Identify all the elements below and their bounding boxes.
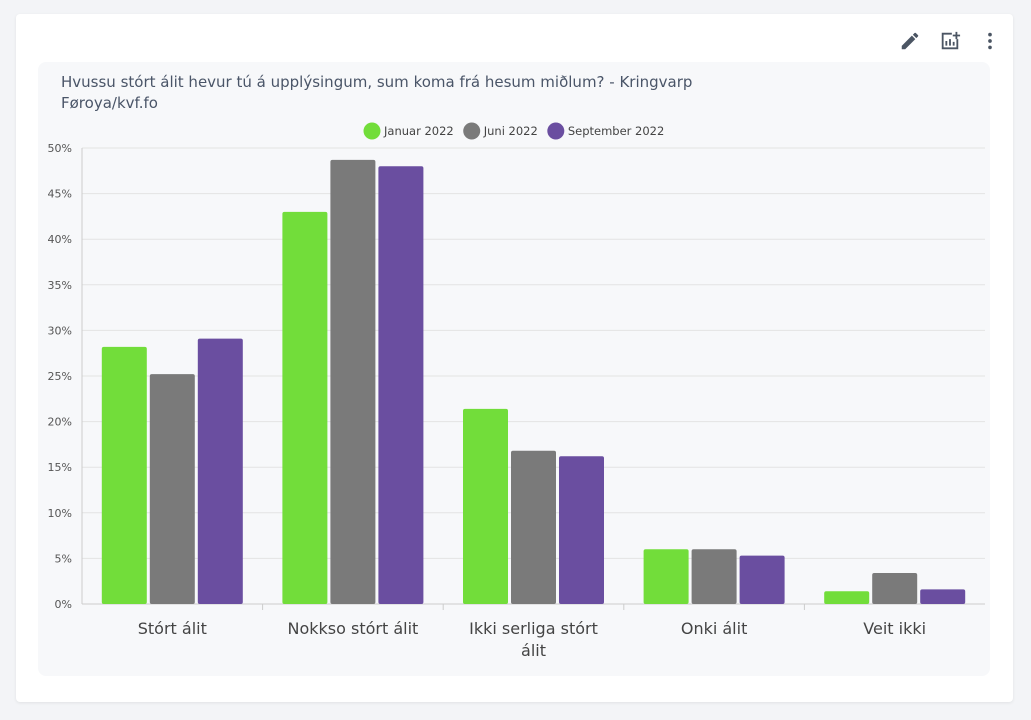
x-tick-label: Veit ikki (863, 619, 926, 638)
bar-juni-2022 (511, 450, 556, 604)
bar-januar-2022 (282, 211, 328, 604)
y-tick-label: 50% (48, 142, 72, 155)
y-tick-label: 20% (48, 416, 72, 429)
legend-label: September 2022 (568, 124, 665, 138)
legend-marker (547, 122, 565, 140)
more-vert-icon[interactable] (979, 30, 1001, 52)
legend-marker (463, 122, 481, 140)
y-tick-label: 45% (48, 188, 72, 201)
bar-januar-2022 (101, 346, 147, 604)
bar-juni-2022 (691, 549, 737, 604)
chart-title: Hvussu stórt álit hevur tú á upplýsingum… (61, 73, 693, 112)
y-tick-label: 10% (48, 507, 72, 520)
y-tick-label: 0% (55, 598, 72, 611)
y-tick-label: 40% (48, 233, 72, 246)
toolbar (899, 30, 1001, 52)
bar-september-2022 (559, 456, 604, 604)
bar-september-2022 (920, 589, 966, 604)
x-tick-label: Nokkso stórt álit (287, 619, 418, 638)
bar-juni-2022 (330, 159, 376, 604)
bar-januar-2022 (463, 408, 508, 604)
bar-juni-2022 (872, 572, 918, 604)
bar-september-2022 (739, 555, 785, 604)
x-tick-label: Stórt álit (138, 619, 207, 638)
legend-label: Juni 2022 (483, 124, 538, 138)
y-tick-label: 25% (48, 370, 72, 383)
y-tick-label: 35% (48, 279, 72, 292)
legend-marker (363, 122, 381, 140)
add-chart-icon[interactable] (939, 30, 961, 52)
y-tick-label: 30% (48, 324, 72, 337)
bar-juni-2022 (149, 374, 195, 604)
y-tick-label: 5% (55, 552, 72, 565)
bar-september-2022 (197, 338, 243, 604)
bar-januar-2022 (643, 549, 689, 604)
x-tick-label: Ikki serliga stórt (469, 619, 598, 638)
bar-september-2022 (378, 166, 424, 605)
bar-januar-2022 (824, 591, 870, 604)
edit-icon[interactable] (899, 30, 921, 52)
x-tick-label: álit (521, 641, 546, 660)
x-tick-label: Onki álit (681, 619, 748, 638)
y-tick-label: 15% (48, 461, 72, 474)
legend-label: Januar 2022 (383, 124, 454, 138)
